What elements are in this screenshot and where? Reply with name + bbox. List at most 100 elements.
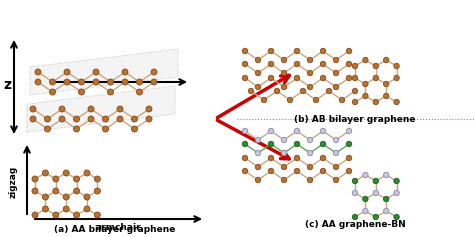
Circle shape xyxy=(84,194,90,200)
Circle shape xyxy=(242,128,248,134)
Circle shape xyxy=(73,116,80,122)
Circle shape xyxy=(242,141,248,147)
Circle shape xyxy=(117,116,123,122)
Circle shape xyxy=(137,79,143,85)
Circle shape xyxy=(255,70,261,76)
Circle shape xyxy=(255,177,261,183)
Circle shape xyxy=(281,137,287,143)
Circle shape xyxy=(363,196,368,202)
Circle shape xyxy=(333,84,339,90)
Circle shape xyxy=(73,176,80,182)
Circle shape xyxy=(30,116,36,122)
Circle shape xyxy=(352,88,358,94)
Circle shape xyxy=(373,214,378,220)
Circle shape xyxy=(373,63,378,69)
Circle shape xyxy=(307,84,313,90)
Circle shape xyxy=(255,84,261,90)
Circle shape xyxy=(363,93,368,99)
Circle shape xyxy=(122,79,128,85)
Text: (a) AA bilayer graphene: (a) AA bilayer graphene xyxy=(55,225,176,234)
Circle shape xyxy=(281,70,287,76)
Circle shape xyxy=(32,212,38,218)
Circle shape xyxy=(93,69,99,75)
Polygon shape xyxy=(27,86,175,132)
Circle shape xyxy=(88,106,94,112)
Circle shape xyxy=(373,75,378,81)
Circle shape xyxy=(394,214,399,220)
Circle shape xyxy=(281,84,287,90)
Circle shape xyxy=(73,126,80,132)
Circle shape xyxy=(53,176,59,182)
Circle shape xyxy=(352,178,358,184)
Circle shape xyxy=(102,126,109,132)
Circle shape xyxy=(122,69,128,75)
Circle shape xyxy=(333,137,339,143)
Circle shape xyxy=(108,79,113,85)
Circle shape xyxy=(352,63,358,69)
Circle shape xyxy=(268,141,273,147)
Circle shape xyxy=(307,177,313,183)
Circle shape xyxy=(64,79,70,85)
Circle shape xyxy=(326,88,332,94)
Circle shape xyxy=(242,48,248,54)
Circle shape xyxy=(320,141,326,147)
Circle shape xyxy=(35,69,41,75)
Circle shape xyxy=(346,128,352,134)
Circle shape xyxy=(255,57,261,63)
Circle shape xyxy=(30,106,36,112)
Circle shape xyxy=(346,48,352,54)
Circle shape xyxy=(88,116,94,122)
Circle shape xyxy=(32,188,38,194)
Circle shape xyxy=(352,75,358,81)
Circle shape xyxy=(242,168,248,174)
Circle shape xyxy=(45,126,51,132)
Circle shape xyxy=(94,212,100,218)
Circle shape xyxy=(307,150,313,156)
Circle shape xyxy=(73,188,80,194)
Circle shape xyxy=(268,168,273,174)
Circle shape xyxy=(64,69,70,75)
Circle shape xyxy=(383,196,389,202)
Circle shape xyxy=(363,57,368,63)
Circle shape xyxy=(333,57,339,63)
Circle shape xyxy=(307,57,313,63)
Circle shape xyxy=(294,155,300,161)
Circle shape xyxy=(281,150,287,156)
Circle shape xyxy=(45,116,51,122)
Circle shape xyxy=(281,57,287,63)
Text: z: z xyxy=(3,78,11,92)
Circle shape xyxy=(383,81,389,87)
Circle shape xyxy=(373,178,378,184)
Circle shape xyxy=(63,206,69,212)
Circle shape xyxy=(320,61,326,67)
Circle shape xyxy=(102,116,109,122)
Circle shape xyxy=(255,137,261,143)
Circle shape xyxy=(268,48,273,54)
Circle shape xyxy=(346,61,352,67)
Circle shape xyxy=(352,99,358,105)
Circle shape xyxy=(268,155,273,161)
Circle shape xyxy=(352,214,358,220)
Circle shape xyxy=(49,79,55,85)
Circle shape xyxy=(313,97,319,103)
Circle shape xyxy=(363,208,368,214)
Circle shape xyxy=(255,164,261,170)
Circle shape xyxy=(63,170,69,176)
Circle shape xyxy=(294,48,300,54)
Circle shape xyxy=(79,79,84,85)
Circle shape xyxy=(131,116,137,122)
Circle shape xyxy=(93,79,99,85)
Circle shape xyxy=(248,88,254,94)
Circle shape xyxy=(242,61,248,67)
Circle shape xyxy=(281,164,287,170)
Circle shape xyxy=(84,170,90,176)
Circle shape xyxy=(53,188,59,194)
Circle shape xyxy=(42,206,48,212)
Circle shape xyxy=(294,128,300,134)
Circle shape xyxy=(146,106,152,112)
Circle shape xyxy=(131,126,137,132)
Circle shape xyxy=(117,106,123,112)
Circle shape xyxy=(373,99,378,105)
Circle shape xyxy=(320,128,326,134)
Circle shape xyxy=(346,168,352,174)
